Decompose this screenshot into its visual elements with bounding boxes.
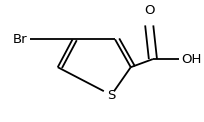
Text: Br: Br bbox=[13, 33, 27, 46]
Text: S: S bbox=[107, 89, 115, 102]
Text: O: O bbox=[144, 4, 154, 17]
Text: OH: OH bbox=[182, 53, 202, 66]
